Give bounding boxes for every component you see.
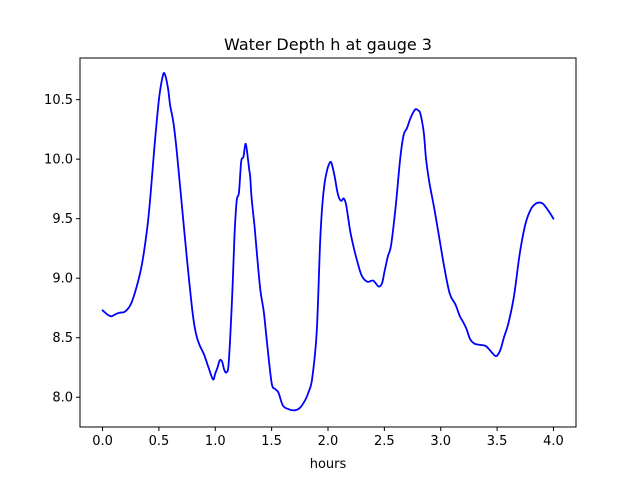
y-tick-label: 10.5 [44,93,73,108]
y-tick-label: 10.0 [44,153,73,168]
x-tick-label: 1.0 [205,434,226,449]
y-tick-label: 8.5 [52,331,73,346]
x-tick-label: 0.5 [149,434,170,449]
y-tick-label: 8.0 [52,391,73,406]
x-tick-label: 1.5 [261,434,282,449]
series-layer [101,72,555,412]
x-tick-label: 3.5 [487,434,508,449]
x-tick-label: 4.0 [543,434,564,449]
y-tick-label: 9.0 [52,272,73,287]
y-tick-label: 9.5 [52,212,73,227]
chart-title: Water Depth h at gauge 3 [224,35,432,54]
x-axis-label: hours [310,457,347,472]
x-tick-label: 2.0 [318,434,339,449]
x-tick-label: 0.0 [92,434,113,449]
series-line [101,72,555,412]
x-axis-ticks: 0.0 0.5 1.0 1.5 2.0 2.5 3.0 3.5 4.0 [92,427,564,449]
y-axis-ticks: 8.0 8.5 9.0 9.5 10.0 10.5 [44,93,80,406]
x-tick-label: 2.5 [374,434,395,449]
x-tick-label: 3.0 [430,434,451,449]
